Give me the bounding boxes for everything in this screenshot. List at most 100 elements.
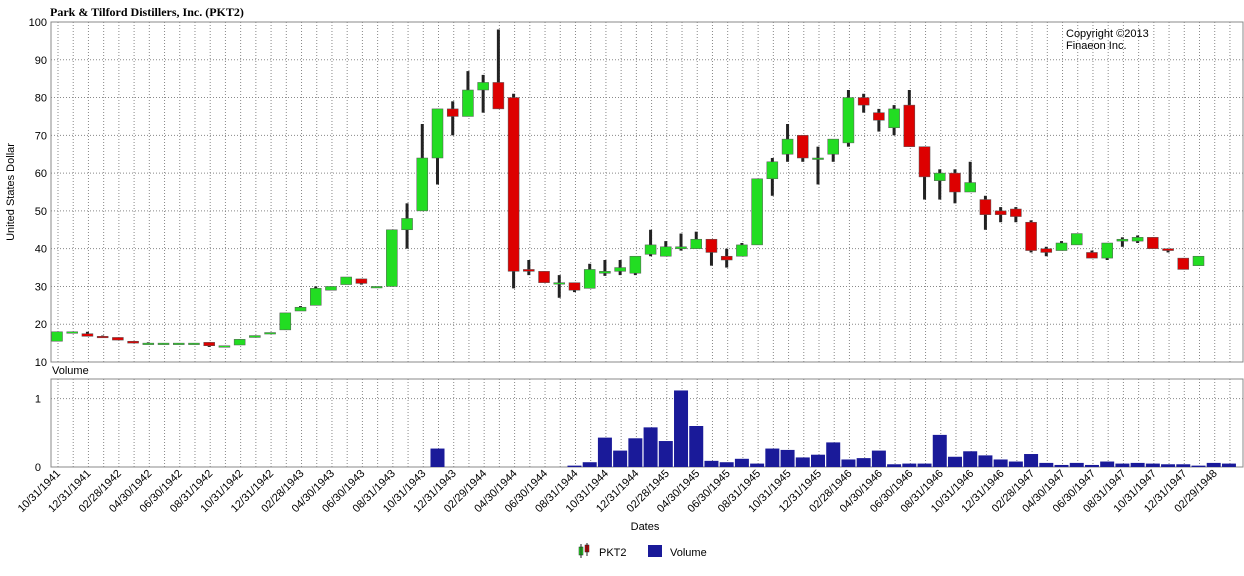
candle-body xyxy=(903,104,916,147)
volume-bar xyxy=(734,458,749,467)
copyright-line-1: Copyright ©2013 xyxy=(1066,28,1149,40)
volume-bar xyxy=(1024,454,1039,467)
candle-body xyxy=(81,333,94,337)
legend: PKT2 Volume xyxy=(578,543,707,559)
volume-bar xyxy=(1191,465,1206,467)
candle-body xyxy=(568,282,581,291)
volume-bar xyxy=(871,450,886,467)
candle-body xyxy=(492,82,505,110)
candle-body xyxy=(1116,238,1129,242)
y-tick-label: 30 xyxy=(35,281,47,293)
volume-bar xyxy=(841,459,856,467)
candle-body xyxy=(51,331,63,342)
candle-body xyxy=(309,288,322,306)
volume-bar xyxy=(993,459,1008,467)
candle-body xyxy=(294,306,307,312)
chart-title: Park & Tilford Distillers, Inc. (PKT2) xyxy=(50,5,244,19)
candle-body xyxy=(1055,242,1068,251)
candle-body xyxy=(918,146,931,178)
volume-bar xyxy=(932,434,947,467)
candle-body xyxy=(173,342,185,345)
candle-body xyxy=(1131,237,1144,242)
candle-body xyxy=(142,342,155,345)
copyright-line-2: Finaeon Inc. xyxy=(1066,40,1127,52)
volume-bar xyxy=(704,460,719,467)
candle-body xyxy=(340,276,352,285)
y-tick-label: 70 xyxy=(35,130,47,142)
candle-body xyxy=(127,340,139,344)
candle-body xyxy=(203,342,215,347)
volume-bar xyxy=(826,442,841,467)
volume-bar xyxy=(1039,462,1054,467)
y-tick-label: 80 xyxy=(35,93,47,105)
volume-bar xyxy=(1161,464,1176,467)
volume-tick-label: 1 xyxy=(35,394,41,406)
candle-body xyxy=(964,182,976,193)
y-tick-label: 100 xyxy=(29,17,47,29)
volume-bar xyxy=(902,463,917,467)
volume-bar xyxy=(765,448,780,467)
candle-body xyxy=(66,331,78,334)
volume-bar xyxy=(1176,464,1191,467)
candle-body xyxy=(1040,248,1053,253)
y-tick-label: 60 xyxy=(35,168,47,180)
candle-body xyxy=(675,246,687,249)
volume-bar xyxy=(582,462,597,467)
y-axis-label: United States Dollar xyxy=(5,143,17,241)
candle-body xyxy=(888,108,900,129)
volume-bar xyxy=(1008,461,1023,467)
legend-volume-swatch xyxy=(648,545,662,557)
candle-body xyxy=(1025,221,1037,251)
volume-bar xyxy=(1115,463,1130,467)
volume-bar xyxy=(947,456,962,467)
x-axis-label: Dates xyxy=(631,521,660,533)
volume-bar xyxy=(658,441,673,467)
volume-bar xyxy=(1145,463,1160,467)
candle-body xyxy=(1192,255,1205,266)
legend-volume-label: Volume xyxy=(670,547,707,559)
candle-body xyxy=(477,82,489,91)
volume-bar xyxy=(628,438,643,467)
y-tick-label: 40 xyxy=(35,244,47,256)
price-candles xyxy=(51,29,1205,348)
candle-body xyxy=(751,178,763,246)
volume-bar xyxy=(1084,464,1099,467)
volume-bar xyxy=(613,450,628,467)
candle-body xyxy=(96,336,109,339)
candle-body xyxy=(188,342,200,345)
candle-body xyxy=(766,161,779,180)
candle-body xyxy=(431,108,444,159)
volume-bar xyxy=(963,451,978,467)
candle-body xyxy=(507,97,520,272)
candle-body xyxy=(797,135,809,159)
price-panel-background xyxy=(50,21,1244,363)
volume-bar xyxy=(887,464,902,467)
candle-body xyxy=(690,238,702,249)
legend-pkt2-label: PKT2 xyxy=(599,547,627,559)
candle-body xyxy=(1101,242,1113,259)
volume-bar xyxy=(978,455,993,467)
candle-body xyxy=(553,282,566,285)
volume-tick-label: 0 xyxy=(35,462,41,474)
candle-body xyxy=(949,172,961,193)
candle-body xyxy=(264,332,276,335)
y-tick-label: 50 xyxy=(35,206,47,218)
candle-body xyxy=(583,269,596,289)
volume-bar xyxy=(689,426,704,467)
volume-bar xyxy=(1054,464,1069,467)
candle-body xyxy=(720,255,733,261)
candle-body xyxy=(355,278,368,284)
candle-body xyxy=(660,246,672,257)
candle-body xyxy=(812,157,824,160)
candle-body xyxy=(842,97,855,144)
y-tick-label: 90 xyxy=(35,55,47,67)
candle-body xyxy=(1162,248,1174,251)
candle-body xyxy=(599,271,611,274)
volume-bars xyxy=(430,390,1236,467)
candle-body xyxy=(279,312,292,331)
candle-body xyxy=(614,267,626,272)
candle-body xyxy=(325,286,337,291)
candle-body xyxy=(979,199,992,215)
candle-body xyxy=(157,342,170,345)
